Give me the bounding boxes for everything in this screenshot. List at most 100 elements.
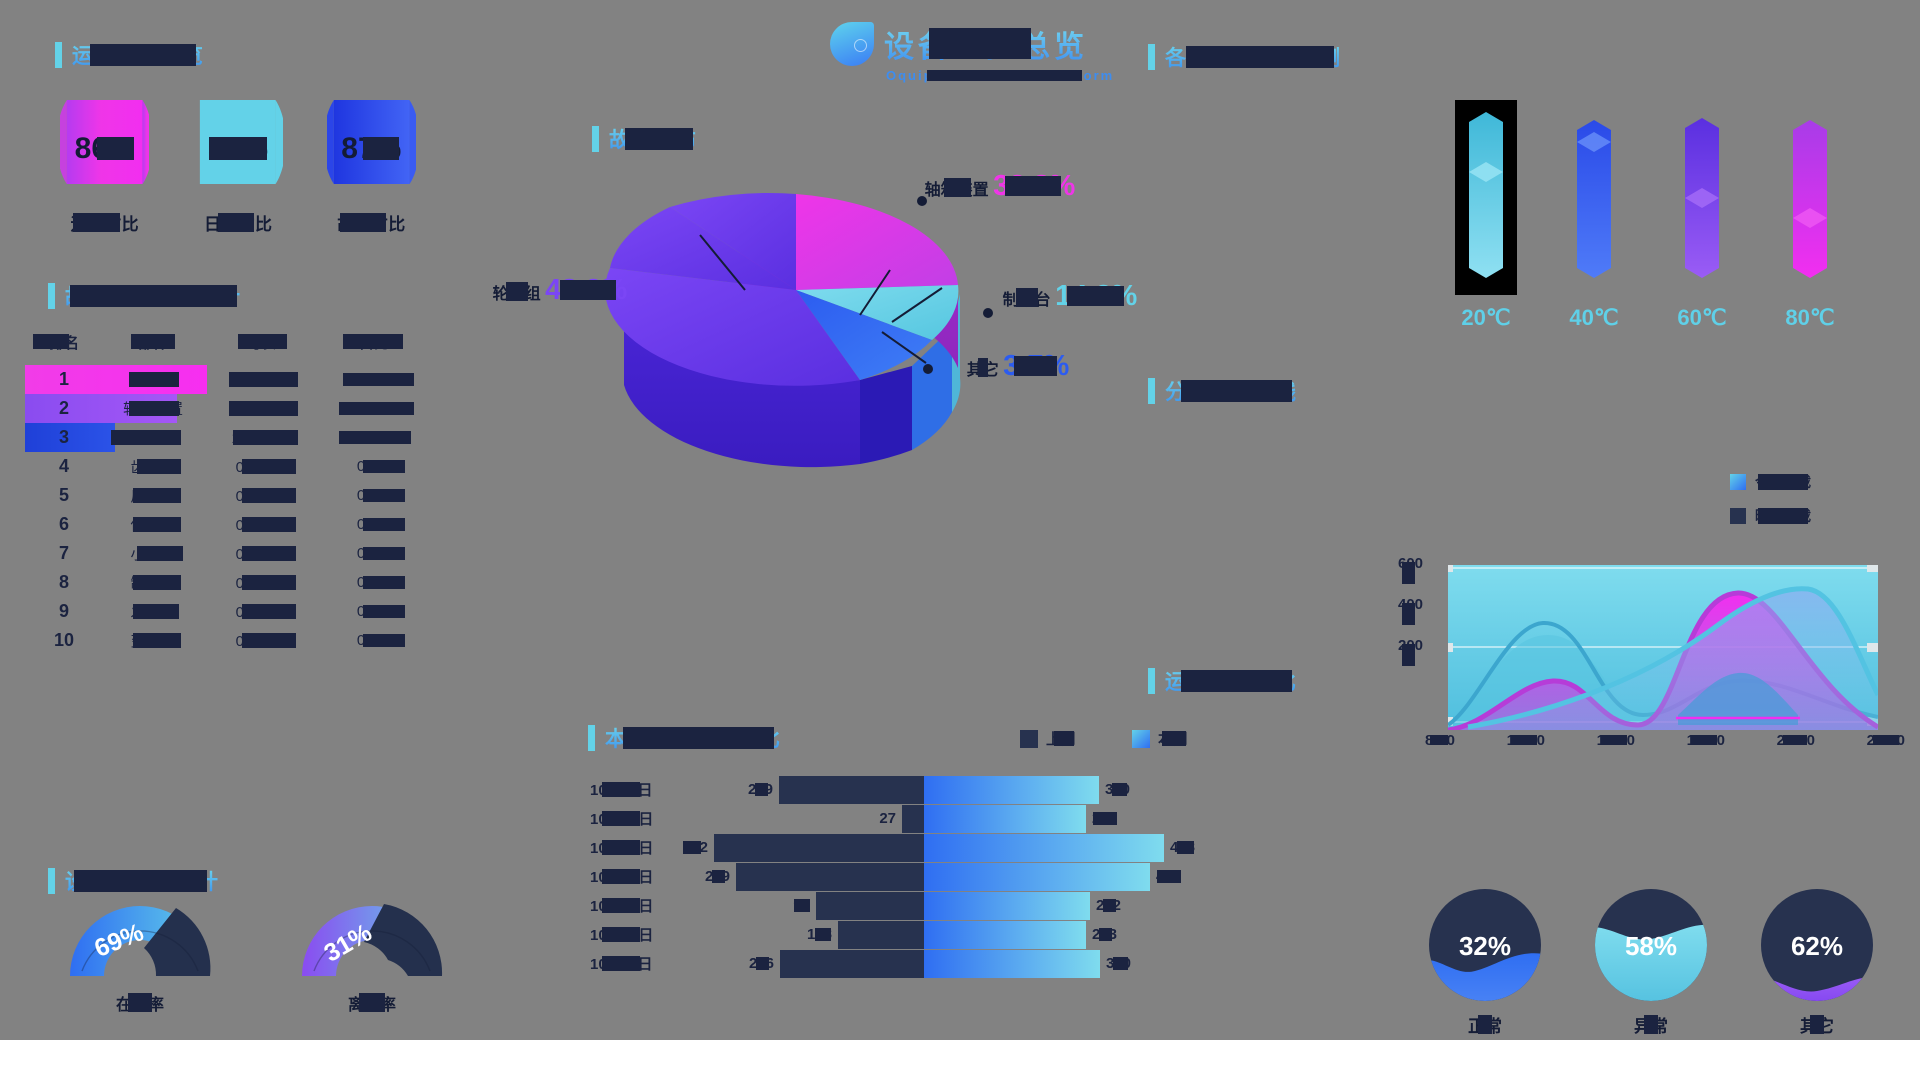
tornado-row[interactable]: 10月11日 256 350 [590,949,1250,978]
cell-rank: 10 [53,630,75,650]
tornado-bar-cur [924,775,1099,804]
temperature-bar[interactable]: 60℃ [1671,100,1733,331]
tornado-row[interactable]: 10月30日 96 272 [590,891,1250,920]
legend-item-prev[interactable]: 上周 [1020,728,1076,749]
pie-slice-cyan[interactable] [796,285,959,340]
cell-pct: 30.1% [319,400,429,417]
cell-rank: 6 [58,514,69,534]
xtick: 10:00 [1506,732,1546,749]
cell-pct: 13.3% [319,429,429,446]
mini-gauge[interactable]: 69% 在线率 [60,888,220,1015]
mini-gauge[interactable]: 31% 离线率 [292,888,452,1015]
page-title: 设备监控总览 [884,22,1088,66]
table-row[interactable]: 2 轴箱装置 32.4小时 30.1% [25,394,445,423]
legend-item-yesterday[interactable]: 昨日负载 [1730,506,1811,526]
legend-item-today[interactable]: 今日负载 [1730,472,1811,492]
tornado-bar-prev [736,862,924,891]
tornado-category: 10月19日 [590,837,664,858]
pie-label-cyan: 制动台 14.3% [1002,280,1138,312]
pie-slice-purple[interactable] [605,268,860,386]
pie-chart[interactable]: 轮对组 48.2% 轴箱装置 32.8% 制动台 14.3% 其它 3.7% [493,150,1180,510]
leader-line-purple [699,234,746,291]
tornado-value-prev: 256 [748,955,774,972]
pie-slice-magenta[interactable] [796,194,958,290]
linechart-plot[interactable] [1442,563,1881,733]
kpi-card[interactable]: 87% 故障占比 [326,100,416,235]
liquid-gauge-title-text: 运行状态占比 [1165,666,1297,696]
tornado-bar-prev [779,775,924,804]
title-tick [48,868,55,894]
temperature-bar[interactable]: 80℃ [1779,100,1841,331]
tornado-row[interactable]: 10月05日 158 243 [590,920,1250,949]
table-row[interactable]: 6 传动轴 0.3小时 0.3% [25,510,445,539]
cell-part: 传动轴 [103,514,203,535]
legend-item-cur[interactable]: 本周 [1132,728,1188,749]
ytick: 600 [1398,555,1423,596]
linechart-svg [1442,563,1881,733]
liquid-gauge[interactable]: 32% 正常 [1420,885,1550,1037]
pie-slice-blue[interactable] [796,290,932,380]
title-tick [1148,668,1155,694]
tornado-category: 10月05日 [590,924,664,945]
cell-dur: 0.1小时 [203,630,319,651]
page-footer-strip [0,1040,1920,1080]
tornado-row[interactable]: 10月19日 332 418 [590,833,1250,862]
kpi-caption: 日均占比 [204,210,272,235]
liquid-gauge[interactable]: 62% 其它 [1752,885,1882,1037]
kpi-card-list: 86% 运行占比 52% 日均占比 [60,100,460,235]
tornado-bar-prev [838,920,924,949]
temperature-bar[interactable]: 40℃ [1563,100,1625,331]
mini-gauge-caption: 离线率 [348,991,396,1015]
table-row[interactable]: 4 齿轮箱 0.5小时 0.5% [25,452,445,481]
liquid-ball-blue: 32% [1429,889,1541,1001]
bar3d-magenta [1793,120,1827,278]
table-row[interactable]: 3 制动台 14.2小时 13.3% [25,423,445,452]
liquid-gauge[interactable]: 58% 异常 [1586,885,1716,1037]
kpi-value: 87% [341,132,402,165]
pie-slice-purple-c[interactable] [670,193,796,290]
liquid-gauge-value: 58% [1625,931,1677,961]
tornado-value-prev: 27 [879,810,896,827]
kpi-card[interactable]: 52% 日均占比 [193,100,283,235]
leader-line-magenta [859,269,891,316]
table-row[interactable]: 1 轮对组 48.0小时 45.2% [25,365,445,394]
table-row[interactable]: 5 后转台 0.4小时 0.4% [25,481,445,510]
kpi-card[interactable]: 86% 运行占比 [60,100,150,235]
tornado-bar-cur [924,949,1100,978]
tornado-row[interactable]: 10月23日 299 400 [590,862,1250,891]
tornado-row[interactable]: 10月15日 27 247 [590,804,1250,833]
tornado-value-cur: 272 [1096,897,1122,914]
tornado-bar-cur [924,833,1164,862]
cell-part: 后转台 [103,485,203,506]
semi-gauge-purple: 31% [302,904,443,976]
tornado-bar-cur [924,804,1086,833]
ytick: 400 [1398,596,1423,637]
dashboard-root: 设备监控总览 Oquipment Monitor Platform 运行状态概览… [25,22,1905,1037]
tornado-row[interactable]: 10月11日 289 350 [590,775,1250,804]
table-row[interactable]: 9 发电机 0.2小时 0.2% [25,597,445,626]
cell-pct: 0.3% [319,545,429,562]
mini-gauge-caption: 在线率 [116,991,164,1015]
cell-rank: 5 [58,485,69,505]
cell-part: 齿轮箱 [103,456,203,477]
liquid-gauge-title: 运行状态占比 [1148,668,1297,694]
leader-dot-cyan [983,308,993,318]
tornado-value-prev: 299 [704,868,730,885]
table-row[interactable]: 8 制动盘 0.2小时 0.2% [25,568,445,597]
pie-slice-purple-b[interactable] [610,207,796,290]
cell-rank: 2 [58,398,69,418]
table-row[interactable]: 10 变速器 0.1小时 0.1% [25,626,445,655]
tornado-bar-prev [714,833,924,862]
pie-chart-svg [591,193,993,468]
leader-line-cyan [891,287,943,323]
temperature-bar[interactable]: 20℃ [1455,100,1517,331]
kpi-value: 52% [207,132,269,165]
cell-pct: 45.2% [319,371,429,388]
cell-pct: 0.2% [319,603,429,620]
tornado-value-cur: 243 [1092,926,1118,943]
cell-dur: 0.3小时 [203,514,319,535]
tornado-bar-prev [816,891,924,920]
table-row[interactable]: 7 小齿轮 0.3小时 0.3% [25,539,445,568]
kpi-caption: 故障占比 [337,210,405,235]
tornado-bar-cur [924,920,1086,949]
